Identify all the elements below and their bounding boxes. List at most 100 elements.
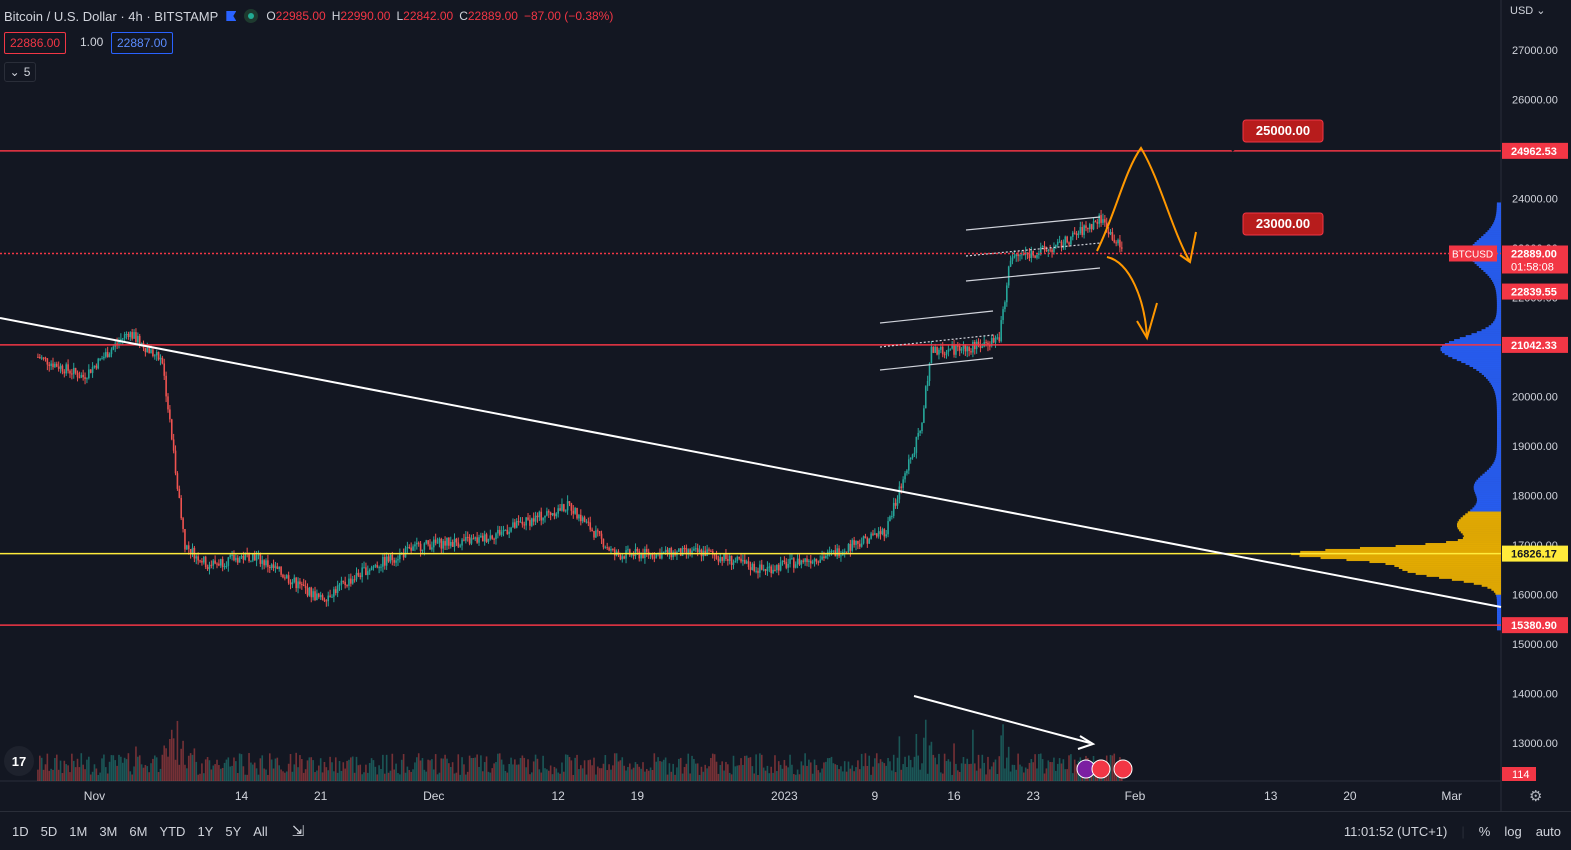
volume-profile-bar bbox=[1458, 519, 1501, 522]
candle-body bbox=[253, 553, 256, 561]
volume-bar bbox=[344, 768, 346, 781]
candle-body bbox=[1071, 232, 1074, 237]
symbol-title[interactable]: Bitcoin / U.S. Dollar · 4h · BITSTAMP bbox=[4, 8, 219, 24]
percent-toggle[interactable]: % bbox=[1478, 823, 1491, 839]
volume-bar bbox=[187, 755, 190, 781]
candle-body bbox=[768, 566, 771, 568]
buy-price-button[interactable]: 22887.00 bbox=[111, 32, 174, 54]
range-all[interactable]: All bbox=[253, 823, 268, 839]
candle-body bbox=[37, 356, 39, 358]
currency-selector[interactable]: USD ⌄ bbox=[1510, 5, 1546, 17]
candle-body bbox=[133, 332, 135, 339]
candle-body bbox=[138, 335, 141, 346]
candle-body bbox=[261, 560, 264, 564]
candle-body bbox=[1034, 255, 1036, 258]
volume-bar bbox=[1056, 763, 1059, 781]
volume-bar bbox=[91, 771, 94, 781]
volume-bar bbox=[319, 758, 322, 781]
market-status-icon[interactable] bbox=[244, 9, 259, 23]
gear-icon[interactable]: ⚙ bbox=[1529, 788, 1543, 805]
volume-profile-bar bbox=[1474, 261, 1501, 265]
price-tick-label: 20000.00 bbox=[1512, 392, 1558, 404]
range-5d[interactable]: 5D bbox=[40, 823, 58, 839]
volume-bar bbox=[623, 765, 625, 781]
volume-bar bbox=[725, 761, 727, 781]
candle-body bbox=[121, 338, 124, 340]
volume-bar bbox=[657, 757, 659, 781]
candle-body bbox=[1019, 255, 1021, 257]
volume-bar bbox=[672, 763, 674, 781]
flag-icon[interactable] bbox=[226, 11, 237, 21]
volume-profile-bar bbox=[1474, 242, 1501, 245]
candle-body bbox=[1119, 239, 1121, 248]
sell-price-button[interactable]: 22886.00 bbox=[4, 32, 67, 54]
volume-bar bbox=[308, 757, 311, 781]
volume-profile-bar bbox=[1496, 291, 1501, 294]
volume-bar bbox=[104, 767, 107, 781]
candle-body bbox=[340, 580, 343, 585]
date-range-icon[interactable]: ⇲ bbox=[291, 823, 305, 840]
candle-body bbox=[538, 511, 541, 518]
volume-bar bbox=[1011, 764, 1014, 781]
auto-toggle[interactable]: auto bbox=[1535, 823, 1561, 839]
candle-body bbox=[57, 366, 60, 369]
bottom-toolbar: 1D 5D 1M 3M 6M YTD 1Y 5Y All ⇲ 11:01:52 … bbox=[0, 811, 1571, 850]
time-tick-label: Feb bbox=[1125, 789, 1146, 803]
volume-bar bbox=[858, 769, 861, 781]
forecast-path-up bbox=[1096, 146, 1191, 263]
range-1m[interactable]: 1M bbox=[69, 823, 88, 839]
volume-bar bbox=[510, 757, 512, 781]
event-icons bbox=[1076, 759, 1133, 779]
candle-body bbox=[715, 555, 718, 559]
range-1y[interactable]: 1Y bbox=[197, 823, 214, 839]
volume-bar bbox=[819, 772, 822, 781]
volume-profile-bar bbox=[1346, 558, 1501, 562]
candle-body bbox=[1039, 247, 1042, 254]
volume-bar bbox=[979, 768, 982, 781]
candle-body bbox=[357, 572, 360, 576]
volume-bar bbox=[1002, 724, 1004, 781]
volume-bar bbox=[885, 765, 887, 781]
volume-bar bbox=[236, 773, 239, 781]
volume-profile-bar bbox=[1492, 224, 1501, 227]
volume-bar bbox=[908, 755, 910, 781]
range-5y[interactable]: 5Y bbox=[225, 823, 242, 839]
candle-body bbox=[840, 555, 842, 557]
candle-body bbox=[461, 539, 463, 546]
volume-profile-bar bbox=[1495, 315, 1501, 318]
range-3m[interactable]: 3M bbox=[99, 823, 118, 839]
candle-body bbox=[555, 513, 558, 517]
forecast-path-down bbox=[1106, 256, 1148, 339]
tradingview-logo-icon[interactable]: 17 bbox=[4, 746, 34, 776]
volume-bar bbox=[544, 768, 546, 781]
volume-bar bbox=[862, 766, 865, 781]
candle-body bbox=[474, 537, 477, 539]
symbol-tag-label: BTCUSD bbox=[1452, 249, 1493, 260]
clock[interactable]: 11:01:52 (UTC+1) bbox=[1343, 823, 1448, 839]
candle-body bbox=[866, 538, 869, 544]
volume-bar bbox=[612, 765, 614, 781]
volume-bar bbox=[744, 755, 746, 781]
range-ytd[interactable]: YTD bbox=[159, 823, 186, 839]
indicators-toggle[interactable]: ⌄ 5 bbox=[4, 62, 36, 82]
volume-bar bbox=[1062, 759, 1065, 781]
candle-body bbox=[336, 585, 339, 593]
candle-body bbox=[994, 337, 997, 343]
volume-bar bbox=[538, 769, 541, 781]
volume-bar bbox=[621, 757, 624, 781]
volume-bar bbox=[487, 771, 490, 781]
candle-body bbox=[1102, 219, 1104, 223]
volume-bar bbox=[517, 764, 520, 781]
candle-body bbox=[203, 556, 205, 563]
volume-profile-bar bbox=[1320, 556, 1501, 560]
volume-profile-bar bbox=[1487, 586, 1501, 589]
volume-bar bbox=[327, 770, 330, 781]
range-1d[interactable]: 1D bbox=[12, 823, 29, 839]
range-6m[interactable]: 6M bbox=[129, 823, 148, 839]
candle-body bbox=[481, 535, 484, 542]
log-toggle[interactable]: log bbox=[1504, 823, 1522, 839]
volume-bar bbox=[508, 764, 510, 781]
volume-bar bbox=[580, 765, 582, 781]
